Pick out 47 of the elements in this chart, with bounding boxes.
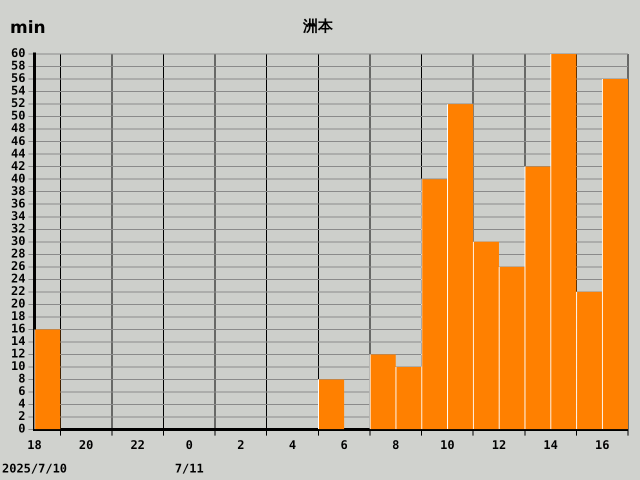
x-tick-label: 16: [594, 438, 610, 452]
x-tick-label: 12: [492, 438, 506, 452]
y-tick-label: 58: [10, 58, 26, 73]
y-tick-label: 50: [10, 108, 26, 123]
x-tick-label: 10: [440, 438, 455, 452]
y-tick-label: 32: [10, 221, 26, 236]
y-tick-label: 28: [10, 246, 26, 260]
x-tick-label: 8: [392, 438, 400, 452]
y-tick-label: 60: [10, 46, 26, 60]
y-tick-label: 38: [10, 184, 26, 198]
y-tick-label: 26: [10, 258, 26, 273]
chart-title: 洲本: [302, 16, 334, 35]
text: 7/11: [174, 462, 204, 476]
y-tick-label: 10: [10, 359, 26, 374]
y-tick-label: 20: [10, 296, 26, 311]
y-tick-label: 22: [10, 284, 26, 298]
y-tick-label: 30: [10, 234, 26, 248]
y-tick-label: 48: [10, 121, 26, 136]
y-tick-label: 18: [10, 309, 26, 324]
y-tick-label: 54: [10, 84, 26, 98]
y-tick-label: 34: [10, 208, 26, 223]
y-tick-label: 52: [10, 96, 26, 110]
y-tick-label: 2: [18, 409, 26, 424]
y-tick-label: 14: [10, 334, 26, 348]
x-tick-label: 6: [340, 438, 348, 452]
y-tick-label: 56: [10, 71, 26, 86]
y-tick-label: 6: [18, 384, 26, 398]
y-tick-label: 42: [10, 158, 26, 173]
x-tick-label: 4: [288, 438, 296, 452]
y-tick-label: 36: [10, 196, 26, 210]
y-tick-label: 16: [10, 322, 26, 336]
y-tick-label: 4: [18, 396, 26, 411]
x-tick-label: 18: [27, 438, 42, 452]
x-tick-label: 0: [186, 438, 193, 452]
y-tick-label: 44: [10, 146, 26, 160]
y-tick-label: 8: [18, 372, 26, 386]
y-tick-label: 40: [10, 171, 26, 186]
x-tick-label: 2: [237, 438, 245, 452]
y-axis-title: min: [10, 18, 46, 38]
text: 2025/7/10: [2, 462, 68, 476]
y-tick-label: 0: [18, 422, 26, 436]
y-tick-label: 24: [10, 271, 26, 286]
x-tick-label: 20: [78, 438, 94, 452]
x-tick-label: 22: [130, 438, 145, 452]
y-tick-label: 12: [10, 346, 26, 361]
x-tick-label: 14: [543, 438, 558, 452]
y-tick-label: 46: [10, 134, 26, 148]
